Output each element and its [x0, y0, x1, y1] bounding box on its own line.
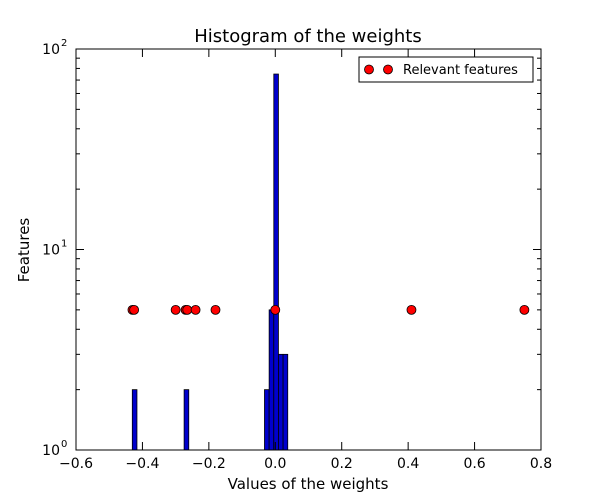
- histogram-bar: [183, 389, 190, 451]
- chart-title: Histogram of the weights: [194, 26, 422, 47]
- histogram-bar: [282, 353, 289, 451]
- legend-marker: [364, 64, 374, 75]
- x-tick-label: 0.0: [264, 456, 286, 472]
- x-tick-label: 0.8: [530, 456, 552, 472]
- relevant-feature-point: [190, 304, 201, 315]
- x-axis-label: Values of the weights: [228, 475, 389, 493]
- x-tick-label: 0.4: [397, 456, 419, 472]
- y-tick-label: 10: [42, 243, 60, 259]
- relevant-feature-point: [406, 304, 417, 315]
- relevant-feature-point: [270, 304, 281, 315]
- relevant-feature-point: [129, 304, 140, 315]
- x-tick-label: −0.4: [125, 456, 159, 472]
- legend-label: Relevant features: [403, 63, 518, 78]
- histogram-bar: [131, 389, 138, 451]
- y-tick-exponent: 1: [61, 239, 67, 250]
- x-tick-label: −0.6: [59, 456, 93, 472]
- x-tick-labels: −0.6 −0.4 −0.2 0.0 0.2 0.4 0.6 0.8: [59, 456, 552, 472]
- legend: Relevant features: [358, 56, 534, 83]
- histogram-bar: [278, 353, 284, 451]
- y-tick-label: 10: [42, 42, 60, 58]
- legend-marker: [383, 64, 393, 75]
- relevant-feature-point: [170, 304, 181, 315]
- y-axis-label: Features: [15, 218, 33, 283]
- plot-frame: [75, 48, 542, 451]
- histogram-bar: [264, 389, 270, 451]
- y-tick-label: 10: [42, 443, 60, 459]
- scatter-layer: [127, 304, 530, 315]
- x-tick-label: −0.2: [192, 456, 226, 472]
- y-tick-exponent: 0: [61, 439, 67, 450]
- x-tick-label: 0.2: [331, 456, 353, 472]
- relevant-feature-point: [210, 304, 221, 315]
- relevant-feature-point: [182, 304, 193, 315]
- x-tick-label: 0.6: [463, 456, 485, 472]
- histogram-bar: [273, 73, 279, 451]
- relevant-feature-point: [519, 304, 530, 315]
- ticks-layer: [75, 48, 542, 451]
- histogram-bar: [268, 309, 275, 451]
- y-tick-exponent: 2: [61, 38, 67, 49]
- bars-layer: [131, 73, 289, 451]
